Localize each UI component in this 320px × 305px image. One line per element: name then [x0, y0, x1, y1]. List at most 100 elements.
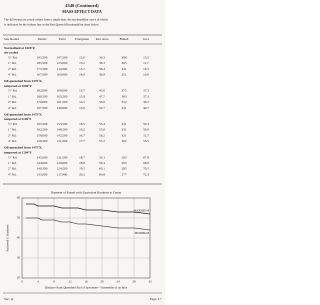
table-cell: 14.0 — [79, 73, 85, 77]
table-cell: 13.7 — [79, 67, 85, 71]
table-cell: 341 — [122, 67, 127, 71]
table-cell: 10.5 — [143, 67, 149, 71]
table-cell: 55.4 — [99, 122, 105, 126]
chart-title: Diameter of Round with Equivalent Hardne… — [51, 191, 123, 195]
intro-line: is indicated by the broken line in the E… — [4, 23, 99, 27]
table-cell: 55.6 — [99, 128, 105, 132]
table-cell: 68.0 — [143, 161, 149, 165]
x-tick-label: 12 — [68, 280, 72, 284]
x-tick-label: 20 — [100, 280, 104, 284]
table-cell: 140,500 — [37, 167, 48, 172]
section-label: tempered at 1000°F — [4, 84, 32, 88]
table-cell: 4" Rd. — [8, 172, 17, 176]
table-cell: 50.3 — [143, 122, 149, 126]
table-cell: 363 — [122, 61, 127, 65]
table-cell: 114,000 — [57, 67, 68, 72]
table-cell: 18.8 — [79, 161, 85, 165]
x-tick-label: 32 — [148, 280, 152, 284]
table-cell: 129,000 — [57, 161, 68, 166]
table-cell: 17.7 — [79, 139, 85, 143]
table-cell: 67.8 — [143, 155, 149, 159]
page-subtitle: MASS EFFECT DATA — [62, 9, 102, 14]
table-cell: 175,500 — [37, 67, 48, 72]
table-cell: 180,500 — [37, 94, 48, 99]
x-tick-label: 0 — [21, 280, 23, 284]
table-cell: 150,500 — [37, 139, 48, 144]
series-label: MAXIMUM — [133, 209, 149, 213]
table-cell: 321 — [122, 73, 127, 77]
table-cell: 11.7 — [143, 61, 149, 65]
footer-left: Sec. Q — [4, 297, 14, 301]
table-cell: 36.9 — [99, 73, 105, 77]
table-cell: 38.4 — [99, 67, 105, 71]
table-cell: 14.5 — [79, 100, 85, 104]
series-label: MINIMUM — [135, 231, 150, 235]
table-cell: 158,000 — [37, 133, 48, 138]
table-cell: 162,500 — [37, 128, 48, 133]
table-cell: 37.3 — [143, 89, 149, 93]
table-cell: 36.3 — [99, 55, 105, 59]
table-cell: 55.5 — [143, 139, 149, 143]
x-tick-label: 4 — [37, 280, 39, 284]
table-cell: 131,500 — [57, 155, 68, 160]
table-cell: 50.0 — [99, 100, 105, 104]
table-cell: 363 — [122, 94, 127, 98]
table-cell: 388 — [122, 55, 127, 59]
table-cell: 331 — [122, 128, 127, 132]
x-tick-label: 24 — [116, 280, 120, 284]
section-label: Oil-quenched from 1475°F, — [4, 146, 42, 150]
footer-right: Page 17 — [150, 297, 161, 301]
table-cell: 60.8 — [99, 172, 105, 176]
table-cell: 142,500 — [57, 133, 68, 138]
table-cell: 52.7 — [99, 106, 105, 110]
table-cell: 144,000 — [37, 161, 48, 166]
table-cell: 4" Rd. — [8, 139, 17, 143]
table-cell: 10.0 — [143, 73, 149, 77]
table-cell: 52.7 — [143, 133, 149, 137]
table-cell: 176,000 — [37, 100, 48, 105]
table-cell: 39.2 — [143, 100, 149, 104]
table-cell: 302 — [122, 139, 127, 143]
y-tick-label: 20 — [17, 276, 21, 280]
table-cell: 16.2 — [79, 128, 85, 132]
table-cell: 15.5 — [143, 55, 149, 59]
table-cell: 2" Rd. — [8, 167, 17, 171]
table-cell: 148,500 — [57, 128, 68, 133]
page-title: 4340 (Continued) — [65, 3, 99, 8]
table-cell: ½" Rd. — [8, 89, 17, 93]
table-cell: 37.3 — [143, 94, 149, 98]
table-cell: 161,500 — [57, 100, 68, 105]
table-cell: 40.7 — [143, 106, 149, 110]
table-cell: 375 — [122, 89, 127, 93]
table-cell: 13.9 — [79, 94, 85, 98]
column-header: Brinell — [120, 37, 129, 41]
table-cell: 117,000 — [57, 172, 68, 177]
table-cell: 16.5 — [79, 122, 85, 126]
table-cell: 18.7 — [79, 155, 85, 159]
x-tick-label: 28 — [132, 280, 136, 284]
table-cell: 169,000 — [57, 89, 68, 94]
table-cell: 135,000 — [37, 172, 48, 177]
section-label: Normalized at 1600°F, — [4, 46, 35, 50]
section-label: Oil-quenched from 1475°F, — [4, 112, 42, 116]
column-header: Yield — [59, 37, 66, 41]
table-cell: 293 — [122, 161, 127, 165]
table-cell: 1" Rd. — [8, 61, 17, 65]
table-cell: 50.0 — [143, 128, 149, 132]
table-cell: 15.0 — [79, 106, 85, 110]
table-cell: 59.4 — [99, 161, 105, 165]
y-tick-label: 50 — [17, 216, 21, 220]
table-cell: 167,500 — [37, 106, 48, 111]
table-cell: 2" Rd. — [8, 67, 17, 71]
hardness-line — [26, 217, 151, 231]
section-label: tempered at 1200°F — [4, 150, 32, 154]
y-tick-label: 60 — [17, 196, 21, 200]
table-cell: 195,500 — [37, 55, 48, 60]
table-cell: 103,000 — [57, 73, 68, 78]
table-cell: 124,500 — [57, 167, 68, 172]
table-cell: 20.2 — [79, 172, 85, 176]
table-cell: 131,000 — [57, 139, 68, 144]
table-cell: 185,500 — [37, 61, 48, 66]
table-cell: 1" Rd. — [8, 128, 17, 132]
table-cell: 153,500 — [57, 122, 68, 127]
